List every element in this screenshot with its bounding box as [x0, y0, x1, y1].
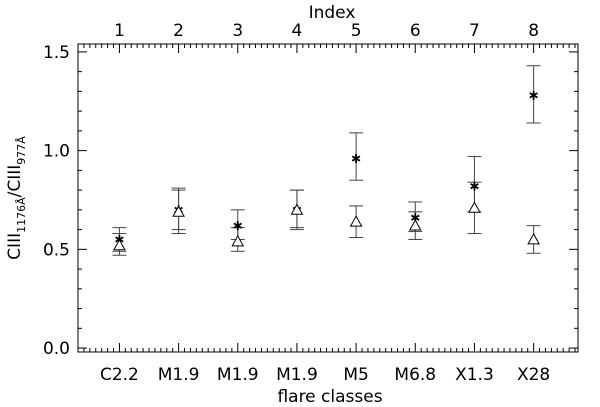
x-axis-label: flare classes [277, 387, 382, 407]
top-tick-labels: 1 2 3 4 5 6 7 8 [114, 21, 539, 41]
x-tick-label: M1.9 [158, 365, 200, 385]
y-tick-labels: 0.0 0.5 1.0 1.5 [43, 43, 70, 359]
asterisk-marker [529, 90, 538, 100]
y-tick-label: 0.5 [43, 240, 70, 260]
x-tick-label: M1.9 [217, 365, 259, 385]
y-axis-label-sub2: 977Å [15, 136, 28, 165]
triangle-marker [231, 234, 245, 247]
x-tick-label: X28 [517, 365, 550, 385]
top-tick-label: 8 [528, 21, 539, 41]
top-tick-label: 4 [292, 21, 303, 41]
x-tick-label: M1.9 [276, 365, 318, 385]
triangle-marker [468, 201, 481, 213]
x-tick-label: M6.8 [394, 365, 436, 385]
top-axis-label: Index [309, 3, 356, 23]
y-axis-label-slash: /CIII [5, 165, 25, 198]
svg-text:CIII1176Å/CIII977Å: CIII1176Å/CIII977Å [5, 136, 28, 260]
plot-frame [77, 43, 579, 353]
asterisk-marker [233, 221, 243, 231]
top-tick-label: 6 [410, 21, 421, 41]
top-tick-label: 5 [351, 21, 362, 41]
triangle-marker [290, 203, 304, 215]
y-axis-label: CIII1176Å/CIII977Å [5, 136, 28, 260]
asterisk-marker [470, 181, 479, 191]
error-bars [112, 65, 541, 256]
asterisk-marker [351, 154, 361, 164]
triangle-marker [172, 205, 185, 217]
x-tick-labels: C2.2 M1.9 M1.9 M1.9 M5 M6.8 X1.3 X28 [100, 365, 550, 385]
y-axis-label-main: CIII [5, 233, 25, 260]
triangle-marker [408, 219, 422, 231]
top-tick-label: 3 [232, 21, 243, 41]
x-tick-label: C2.2 [100, 365, 139, 385]
top-tick-label: 7 [469, 21, 480, 41]
x-tick-label: M5 [343, 365, 368, 385]
triangle-marker [349, 215, 363, 227]
y-tick-label: 1.5 [43, 43, 70, 63]
triangle-marker [527, 232, 540, 245]
y-axis-label-sub1: 1176Å [15, 197, 28, 233]
top-tick-label: 1 [114, 21, 125, 41]
top-tick-label: 2 [173, 21, 184, 41]
data-markers [113, 90, 540, 251]
y-tick-label: 1.0 [43, 142, 70, 162]
x-tick-label: X1.3 [455, 365, 494, 385]
y-tick-label: 0.0 [43, 339, 70, 359]
triangle-marker [113, 238, 126, 251]
axis-ticks [77, 44, 578, 352]
